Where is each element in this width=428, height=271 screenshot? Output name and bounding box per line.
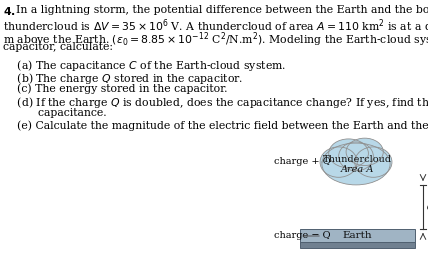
Text: Thundercloud: Thundercloud (322, 156, 392, 164)
Text: charge − Q: charge − Q (274, 231, 330, 240)
Ellipse shape (346, 138, 383, 166)
Ellipse shape (320, 147, 357, 177)
Ellipse shape (355, 147, 392, 177)
Text: Earth: Earth (343, 231, 372, 240)
Ellipse shape (322, 143, 390, 185)
Text: d: d (427, 202, 428, 212)
Text: capacitance.: capacitance. (3, 108, 107, 118)
Text: (e) Calculate the magnitude of the electric field between the Earth and the clou: (e) Calculate the magnitude of the elect… (3, 121, 428, 131)
Ellipse shape (339, 142, 373, 171)
Text: thundercloud is $\Delta V = 35 \times 10^6$ V. A thundercloud of area $A = 110$ : thundercloud is $\Delta V = 35 \times 10… (3, 18, 428, 34)
Text: (b) The charge $Q$ stored in the capacitor.: (b) The charge $Q$ stored in the capacit… (3, 70, 244, 85)
Text: capacitor, calculate:: capacitor, calculate: (3, 43, 113, 53)
Text: (d) If the charge $Q$ is doubled, does the capacitance change? If yes, find the : (d) If the charge $Q$ is doubled, does t… (3, 95, 428, 111)
Bar (300, 242, 415, 248)
Text: Area A: Area A (340, 164, 374, 173)
Text: In a lightning storm, the potential difference between the Earth and the bottom : In a lightning storm, the potential diff… (16, 5, 428, 15)
Ellipse shape (329, 139, 369, 168)
Text: $\mathbf{4.}$: $\mathbf{4.}$ (3, 5, 16, 17)
Text: m above the Earth. $(\varepsilon_0 = 8.85 \times 10^{-12}$ C$^2$/N.m$^2)$. Model: m above the Earth. $(\varepsilon_0 = 8.8… (3, 30, 428, 49)
Text: charge + Q: charge + Q (274, 157, 330, 166)
Text: (a) The capacitance $C$ of the Earth-cloud system.: (a) The capacitance $C$ of the Earth-clo… (3, 58, 286, 73)
Bar (300, 229, 415, 243)
Text: (c) The energy stored in the capacitor.: (c) The energy stored in the capacitor. (3, 83, 228, 93)
